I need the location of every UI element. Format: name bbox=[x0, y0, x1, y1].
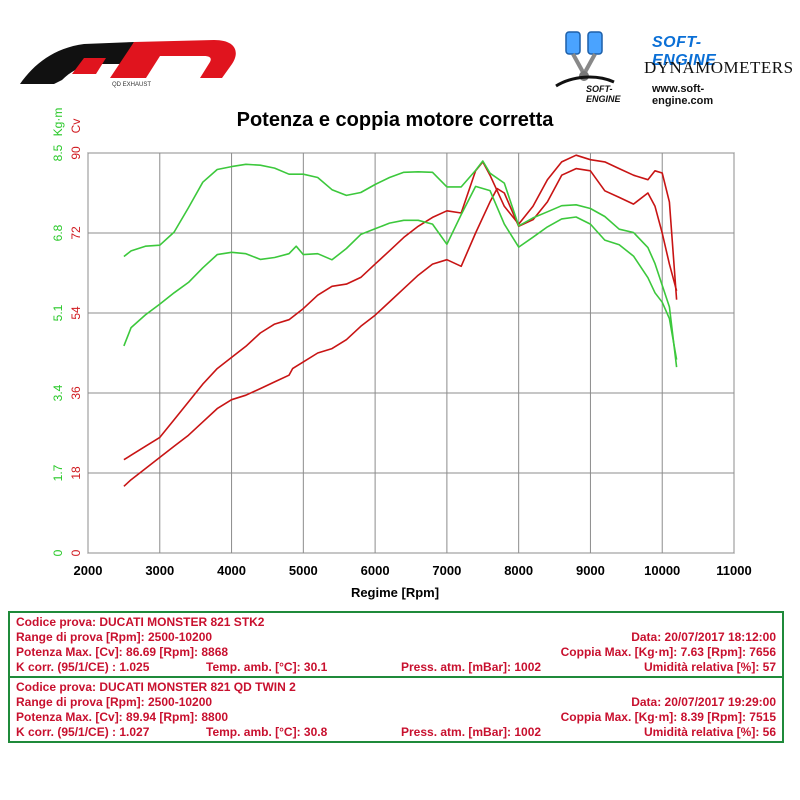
test-date: Data: 20/07/2017 19:29:00 bbox=[631, 695, 776, 709]
y-tick-label-power: 90 bbox=[69, 146, 83, 160]
qd-logo-shape-red bbox=[110, 40, 236, 78]
x-tick-label: 3000 bbox=[145, 563, 174, 578]
k-correction: K corr. (95/1/CE) : 1.025 bbox=[16, 660, 150, 674]
qd-logo-shape-black bbox=[20, 42, 134, 84]
max-power: Potenza Max. [Cv]: 86.69 [Rpm]: 8868 bbox=[16, 645, 229, 659]
y-tick-label-torque: 6.8 bbox=[51, 224, 65, 241]
test-range: Range di prova [Rpm]: 2500-10200 bbox=[16, 695, 213, 709]
dyno-chart: Potenza e coppia motore corretta 2000 300… bbox=[51, 108, 752, 600]
atm-pressure: Press. atm. [mBar]: 1002 bbox=[401, 725, 542, 739]
power-curve bbox=[123, 154, 678, 461]
x-axis-label: Regime [Rpm] bbox=[351, 585, 439, 600]
max-power: Potenza Max. [Cv]: 89.94 [Rpm]: 8800 bbox=[16, 710, 229, 724]
y-axis-label-torque: Kg·m bbox=[51, 108, 65, 137]
y-tick-label-power: 54 bbox=[69, 306, 83, 320]
ambient-temp: Temp. amb. [°C]: 30.1 bbox=[206, 660, 328, 674]
x-tick-label: 11000 bbox=[716, 563, 751, 578]
x-tick-label: 10000 bbox=[644, 563, 680, 578]
x-tick-label: 6000 bbox=[361, 563, 390, 578]
y-tick-label-power: 36 bbox=[69, 386, 83, 400]
x-tick-label: 8000 bbox=[504, 563, 533, 578]
qd-logo-tagline: QD EXHAUST bbox=[112, 82, 151, 88]
test-info-table: Codice prova: DUCATI MONSTER 821 STK2 Ra… bbox=[8, 611, 784, 743]
x-tick-label: 4000 bbox=[217, 563, 246, 578]
test-info-run-2: Codice prova: DUCATI MONSTER 821 QD TWIN… bbox=[10, 676, 782, 741]
max-torque: Coppia Max. [Kg·m]: 8.39 [Rpm]: 7515 bbox=[560, 710, 776, 724]
x-tick-label: 2000 bbox=[74, 563, 103, 578]
x-tick-label: 5000 bbox=[289, 563, 318, 578]
test-code: Codice prova: DUCATI MONSTER 821 QD TWIN… bbox=[16, 680, 296, 694]
soft-engine-url: www.soft-engine.com bbox=[652, 83, 714, 107]
relative-humidity: Umidità relativa [%]: 57 bbox=[643, 660, 776, 674]
k-correction: K corr. (95/1/CE) : 1.027 bbox=[16, 725, 150, 739]
y-tick-label-torque: 3.4 bbox=[51, 384, 65, 401]
qd-logo-shape-red-left bbox=[72, 58, 106, 74]
x-tick-label: 7000 bbox=[432, 563, 461, 578]
soft-engine-mark: SOFT-ENGINE bbox=[586, 84, 621, 104]
y-tick-label-torque: 1.7 bbox=[51, 464, 65, 481]
torque-curve bbox=[123, 160, 678, 368]
test-info-run-1: Codice prova: DUCATI MONSTER 821 STK2 Ra… bbox=[10, 613, 782, 676]
test-range: Range di prova [Rpm]: 2500-10200 bbox=[16, 630, 213, 644]
chart-title: Potenza e coppia motore corretta bbox=[237, 109, 555, 131]
power-curve bbox=[123, 167, 678, 487]
relative-humidity: Umidità relativa [%]: 56 bbox=[643, 725, 776, 739]
y-tick-label-power: 72 bbox=[69, 226, 83, 240]
conrod-icon bbox=[571, 53, 586, 75]
atm-pressure: Press. atm. [mBar]: 1002 bbox=[401, 660, 542, 674]
y-tick-label-torque: 0 bbox=[51, 549, 65, 556]
y-tick-label-power: 18 bbox=[69, 466, 83, 480]
soft-engine-swoosh bbox=[555, 75, 615, 88]
soft-engine-sub: DYNAMOMETERS bbox=[644, 58, 794, 77]
soft-engine-name: SOFT-ENGINE bbox=[652, 34, 717, 69]
qd-exhaust-logo: QD EXHAUST bbox=[14, 34, 244, 95]
ambient-temp: Temp. amb. [°C]: 30.8 bbox=[206, 725, 328, 739]
y-tick-label-power: 0 bbox=[69, 549, 83, 556]
x-tick-label: 9000 bbox=[576, 563, 605, 578]
max-torque: Coppia Max. [Kg·m]: 7.63 [Rpm]: 7656 bbox=[560, 645, 776, 659]
test-date: Data: 20/07/2017 18:12:00 bbox=[631, 630, 776, 644]
test-code: Codice prova: DUCATI MONSTER 821 STK2 bbox=[16, 615, 265, 629]
torque-curve bbox=[123, 185, 678, 360]
y-tick-label-torque: 8.5 bbox=[51, 144, 65, 161]
y-axis-label-power: Cv bbox=[69, 119, 83, 134]
y-tick-label-torque: 5.1 bbox=[51, 304, 65, 321]
